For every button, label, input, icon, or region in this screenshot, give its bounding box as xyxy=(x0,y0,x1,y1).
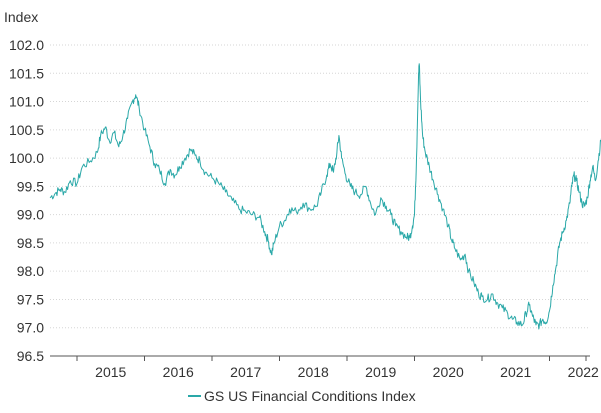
x-tick-labels: 2015 2016 2017 2018 2019 2020 2021 2022 xyxy=(76,356,599,380)
y-tick-label: 99.0 xyxy=(17,207,44,223)
gridlines xyxy=(50,44,590,329)
x-tick-label: 2015 xyxy=(95,364,126,380)
y-tick-label: 101.0 xyxy=(9,94,44,110)
y-tick-label: 101.5 xyxy=(9,65,44,81)
y-tick-labels: 96.5 97.0 97.5 98.0 98.5 99.0 99.5 100.0 100.5 10… xyxy=(9,37,44,364)
y-tick-label: 96.5 xyxy=(17,348,44,364)
y-tick-label: 98.0 xyxy=(17,263,44,279)
x-tick-label: 2020 xyxy=(433,364,464,380)
y-tick-label: 100.0 xyxy=(9,150,44,166)
series-layer xyxy=(49,63,601,330)
x-tick-label: 2018 xyxy=(298,364,329,380)
x-tick-label: 2016 xyxy=(163,364,194,380)
legend: GS US Financial Conditions Index xyxy=(188,388,416,404)
series-line xyxy=(49,63,601,330)
x-tick-label: 2021 xyxy=(500,364,531,380)
x-tick-label: 2019 xyxy=(365,364,396,380)
y-tick-label: 102.0 xyxy=(9,37,44,53)
y-tick-label: 100.5 xyxy=(9,122,44,138)
y-tick-label: 99.5 xyxy=(17,178,44,194)
y-axis-title: Index xyxy=(4,9,38,25)
y-tick-label: 97.0 xyxy=(17,320,44,336)
legend-label: GS US Financial Conditions Index xyxy=(204,388,416,404)
y-tick-label: 97.5 xyxy=(17,291,44,307)
x-tick-label: 2017 xyxy=(230,364,261,380)
x-tick-label: 2022 xyxy=(568,364,599,380)
y-tick-label: 98.5 xyxy=(17,235,44,251)
